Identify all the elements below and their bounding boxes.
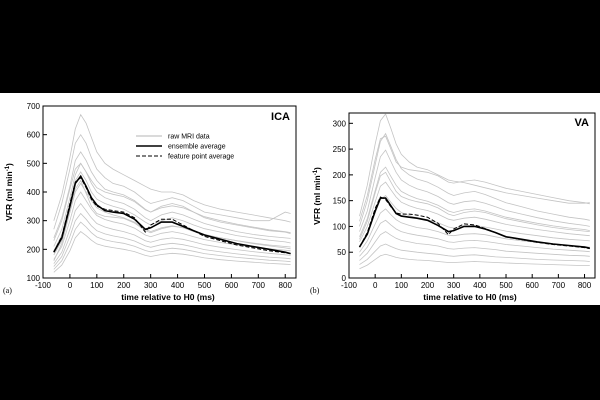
panel-b-raw-data-line — [359, 243, 590, 265]
panel-b-ytick-label: 100 — [333, 222, 347, 231]
panel-a-ylabel-sup: -1 — [5, 165, 11, 171]
panel-a-ytick-label: 700 — [27, 102, 41, 111]
panel-a-raw-data-line — [53, 162, 291, 241]
panel-b-raw-data-line — [359, 113, 590, 217]
panel-b-ytick-label: 250 — [333, 145, 347, 154]
panel-a-ytick-label: 600 — [27, 131, 41, 140]
panel-b-raw-data-line — [359, 231, 590, 261]
panel-a-ylabel-close: ) — [4, 163, 14, 166]
panel-b-xtick-label: 300 — [447, 281, 461, 290]
panel-b-ylabel-main: VFR (ml min — [312, 175, 322, 225]
panel-a-raw-data-line — [53, 162, 291, 247]
panel-b-ytick-label: 200 — [333, 171, 347, 180]
panel-a-raw-data-line — [53, 212, 291, 267]
legend-ensemble-label: ensemble average — [168, 144, 226, 151]
panel-a-xtick-label: 300 — [144, 281, 158, 290]
panel-a-xtick-label: 700 — [252, 281, 266, 290]
panel-b-ytick-label: 50 — [337, 248, 346, 257]
panel-b-xtick-label: 600 — [526, 281, 540, 290]
panel-a-raw-data-line — [53, 221, 291, 270]
panel-b-xtick-label: 400 — [473, 281, 487, 290]
panel-a-xtick-label: 600 — [225, 281, 239, 290]
legend-feature-label: feature point average — [168, 154, 234, 161]
panel-a-ytick-label: 100 — [27, 274, 41, 283]
panel-a-xtick-label: 400 — [171, 281, 185, 290]
panel-b-feature-point-average-line — [359, 196, 590, 250]
panel-b-raw-data-line — [359, 135, 590, 222]
panel-b-plot-frame — [348, 112, 596, 279]
panel-b-raw-data-line — [359, 194, 590, 248]
panel-a-ensemble-average-line — [53, 174, 291, 255]
panel-b-xtick-label: 0 — [373, 281, 378, 290]
panel-b-ylabel-close: ) — [312, 167, 322, 170]
panel-b-ytick-label: 150 — [333, 197, 347, 206]
panel-b-ensemble-average-line — [358, 197, 590, 249]
panel-a: 100 200 300 400 500 600 700 -100 0 100 200 300 400 5… — [3, 102, 297, 302]
panel-a-xtick-label: 100 — [90, 281, 104, 290]
panel-b-tag: (b) — [310, 286, 320, 295]
panel-a-raw-data-line — [53, 231, 291, 273]
panel-b-xtick-label: 800 — [578, 281, 592, 290]
panel-a-raw-data-line — [53, 179, 291, 261]
panel-a-xtick-label: 200 — [117, 281, 131, 290]
panel-b-raw-data-line — [359, 219, 590, 257]
panel-a-xtick-label: 500 — [198, 281, 212, 290]
legend-raw-label: raw MRI data — [168, 134, 210, 141]
panel-a-xtick-label: 0 — [68, 281, 73, 290]
panel-a-title: ICA — [271, 111, 290, 123]
panel-b-xtick-label: 200 — [421, 281, 435, 290]
panel-a-ytick-label: 400 — [27, 188, 41, 197]
panel-b-ytick-label: 300 — [333, 119, 347, 128]
panel-b-xlabel: time relative to H0 (ms) — [423, 292, 517, 302]
panel-b-raw-data-line — [359, 132, 590, 227]
panel-a-xlabel: time relative to H0 (ms) — [121, 292, 215, 302]
panel-a-raw-data-line — [53, 133, 291, 230]
panel-b-raw-data-line — [359, 171, 590, 240]
panel-b-raw-data-line — [359, 181, 590, 243]
panel-b-raw-data-line — [359, 166, 590, 237]
panel-a-raw-data-line — [53, 171, 291, 251]
panel-a-raw-data-line — [53, 151, 291, 239]
panel-a-raw-data-line — [53, 113, 291, 223]
figure-canvas: 100 200 300 400 500 600 700 -100 0 100 200 300 400 5… — [0, 93, 600, 305]
panel-b-ylabel-sup: -1 — [313, 169, 319, 175]
panel-b-ylabel: VFR (ml min-1) — [312, 167, 322, 225]
panel-b-ytick-label: 0 — [342, 274, 347, 283]
panel-b-xtick-label: 100 — [395, 281, 409, 290]
panel-b-title: VA — [575, 117, 590, 129]
panel-a-ytick-label: 200 — [27, 245, 41, 254]
panel-a-ytick-label: 300 — [27, 217, 41, 226]
panel-b-raw-data-line — [359, 149, 590, 232]
panel-a-xtick-label: 800 — [279, 281, 293, 290]
panel-a-raw-data-line — [53, 202, 291, 264]
panel-a-tag: (a) — [3, 286, 12, 295]
panel-b-raw-data-line — [359, 208, 590, 253]
panel-a-ylabel: VFR (ml min-1) — [4, 163, 14, 221]
panel-a-ylabel-main: VFR (ml min — [4, 171, 14, 221]
panel-a-ytick-label: 500 — [27, 159, 41, 168]
panel-b-raw-data-line — [359, 253, 590, 270]
panel-b-xtick-label: 500 — [499, 281, 513, 290]
panel-a-xtick-label: -100 — [35, 281, 52, 290]
panel-b-xtick-label: 700 — [552, 281, 566, 290]
panel-b-xtick-label: -100 — [341, 281, 358, 290]
legend: raw MRI data ensemble average feature po… — [136, 134, 234, 161]
